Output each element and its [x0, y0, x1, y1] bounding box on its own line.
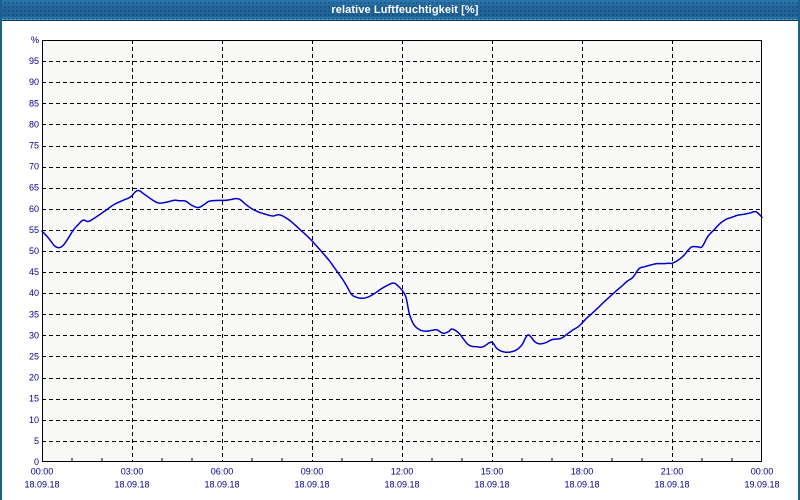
svg-text:40: 40	[29, 288, 39, 298]
svg-text:18:00: 18:00	[571, 467, 594, 477]
svg-text:00:00: 00:00	[751, 467, 774, 477]
svg-text:18.09.18: 18.09.18	[294, 480, 329, 490]
svg-text:00:00: 00:00	[31, 467, 54, 477]
svg-text:60: 60	[29, 204, 39, 214]
svg-text:18.09.18: 18.09.18	[384, 480, 419, 490]
svg-text:21:00: 21:00	[661, 467, 684, 477]
svg-text:15:00: 15:00	[481, 467, 504, 477]
svg-text:18.09.18: 18.09.18	[654, 480, 689, 490]
svg-text:45: 45	[29, 267, 39, 277]
svg-text:06:00: 06:00	[211, 467, 234, 477]
svg-text:19.09.18: 19.09.18	[744, 480, 779, 490]
svg-text:18.09.18: 18.09.18	[564, 480, 599, 490]
svg-text:18.09.18: 18.09.18	[474, 480, 509, 490]
svg-text:50: 50	[29, 246, 39, 256]
svg-text:90: 90	[29, 77, 39, 87]
svg-text:03:00: 03:00	[121, 467, 144, 477]
svg-text:25: 25	[29, 352, 39, 362]
svg-text:65: 65	[29, 183, 39, 193]
svg-text:10: 10	[29, 415, 39, 425]
svg-text:20: 20	[29, 373, 39, 383]
svg-text:18.09.18: 18.09.18	[114, 480, 149, 490]
svg-text:15: 15	[29, 394, 39, 404]
svg-text:55: 55	[29, 225, 39, 235]
svg-text:85: 85	[29, 98, 39, 108]
svg-text:95: 95	[29, 56, 39, 66]
svg-text:5: 5	[34, 436, 39, 446]
svg-text:70: 70	[29, 162, 39, 172]
svg-text:18.09.18: 18.09.18	[24, 480, 59, 490]
svg-text:35: 35	[29, 309, 39, 319]
svg-text:75: 75	[29, 141, 39, 151]
svg-text:12:00: 12:00	[391, 467, 414, 477]
svg-text:09:00: 09:00	[301, 467, 324, 477]
svg-text:30: 30	[29, 330, 39, 340]
svg-text:0: 0	[34, 457, 39, 467]
svg-text:%: %	[31, 35, 39, 45]
svg-text:18.09.18: 18.09.18	[204, 480, 239, 490]
svg-text:80: 80	[29, 119, 39, 129]
